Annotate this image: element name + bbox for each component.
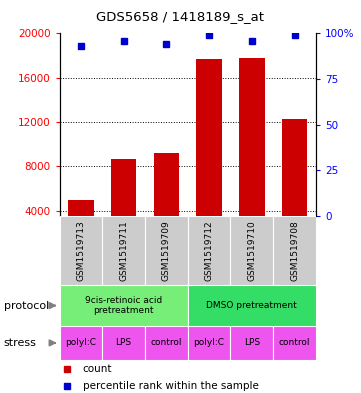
Text: LPS: LPS [244,338,260,347]
Text: count: count [83,364,112,374]
Bar [145,216,188,285]
Bar [188,285,316,326]
Bar [239,58,265,255]
Text: GSM1519713: GSM1519713 [77,220,86,281]
Bar [282,119,307,255]
Text: control: control [279,338,310,347]
Text: GSM1519708: GSM1519708 [290,220,299,281]
Text: stress: stress [4,338,36,348]
Bar [60,216,102,285]
Text: GDS5658 / 1418189_s_at: GDS5658 / 1418189_s_at [96,10,265,23]
Bar [153,153,179,255]
Text: percentile rank within the sample: percentile rank within the sample [83,381,258,391]
Bar [230,326,273,360]
Text: GSM1519710: GSM1519710 [247,220,256,281]
Bar [111,158,136,255]
Bar [102,216,145,285]
Text: GSM1519709: GSM1519709 [162,220,171,281]
Bar [60,285,188,326]
Bar [230,216,273,285]
Text: protocol: protocol [4,301,49,310]
Text: LPS: LPS [116,338,132,347]
Bar [145,326,188,360]
Bar [102,326,145,360]
Text: GSM1519712: GSM1519712 [205,220,214,281]
Bar [188,216,230,285]
Text: GSM1519711: GSM1519711 [119,220,128,281]
Text: polyI:C: polyI:C [193,338,225,347]
Text: DMSO pretreatment: DMSO pretreatment [206,301,297,310]
Bar [68,200,94,255]
Text: control: control [151,338,182,347]
Bar [273,326,316,360]
Text: 9cis-retinoic acid
pretreatment: 9cis-retinoic acid pretreatment [85,296,162,315]
Bar [273,216,316,285]
Bar [188,326,230,360]
Bar [60,326,102,360]
Bar [196,59,222,255]
Text: polyI:C: polyI:C [65,338,96,347]
